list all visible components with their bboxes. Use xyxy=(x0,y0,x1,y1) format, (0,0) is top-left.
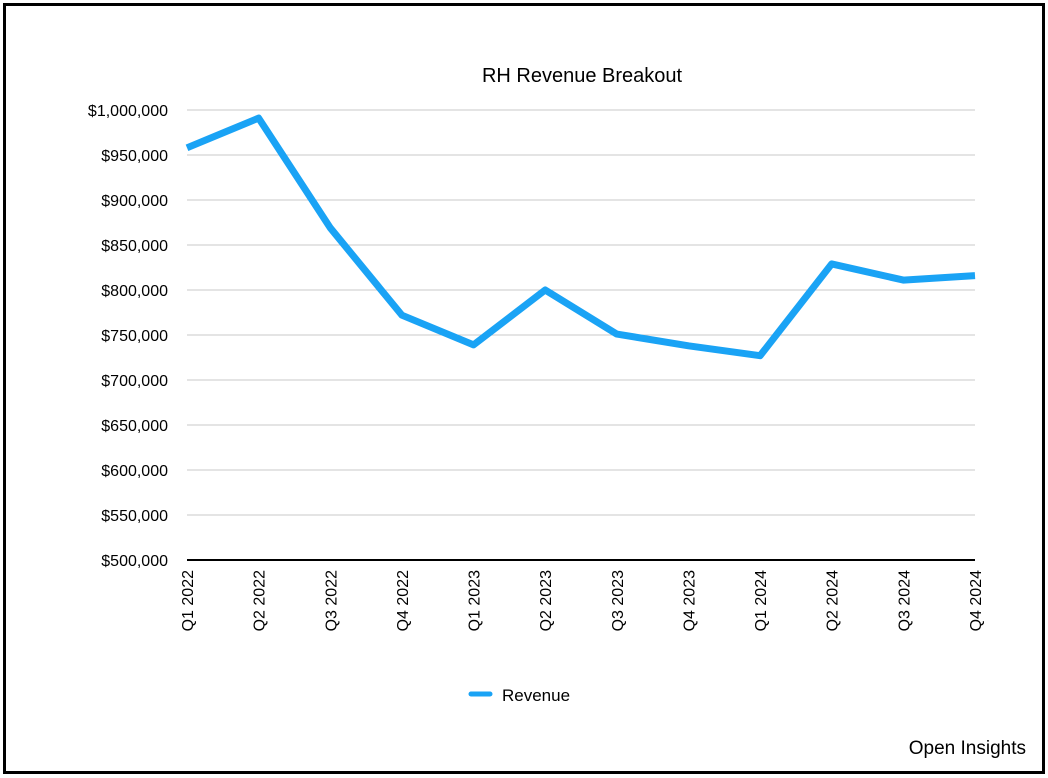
legend-label-revenue: Revenue xyxy=(502,686,570,705)
y-tick-label: $950,000 xyxy=(101,148,168,165)
x-tick-label: Q3 2022 xyxy=(323,570,340,631)
y-tick-label: $750,000 xyxy=(101,328,168,345)
chart-frame xyxy=(3,3,1045,774)
x-tick-label: Q1 2023 xyxy=(467,570,484,631)
x-tick-label: Q1 2022 xyxy=(180,570,197,631)
chart-title: RH Revenue Breakout xyxy=(482,65,683,87)
x-tick-label: Q4 2022 xyxy=(395,570,412,631)
x-tick-label: Q3 2024 xyxy=(896,570,913,631)
legend: Revenue xyxy=(468,686,570,705)
x-tick-label: Q2 2023 xyxy=(538,570,555,631)
x-tick-label: Q2 2022 xyxy=(252,570,269,631)
x-tick-label: Q4 2024 xyxy=(968,570,985,631)
x-tick-label: Q2 2024 xyxy=(825,570,842,631)
y-tick-label: $700,000 xyxy=(101,373,168,390)
y-tick-label: $550,000 xyxy=(101,508,168,525)
series-layer xyxy=(185,114,976,360)
footer-brand: Open Insights xyxy=(908,738,1026,759)
x-tick-label: Q1 2024 xyxy=(753,570,770,631)
y-tick-label: $850,000 xyxy=(101,238,168,255)
y-tick-label: $900,000 xyxy=(101,193,168,210)
y-tick-label: $500,000 xyxy=(101,553,168,570)
y-tick-label: $800,000 xyxy=(101,283,168,300)
y-tick-label: $650,000 xyxy=(101,418,168,435)
y-tick-label: $1,000,000 xyxy=(88,103,168,120)
x-tick-label: Q3 2023 xyxy=(610,570,627,631)
x-axis-ticks: Q1 2022 Q2 2022 Q3 2022 Q4 2022 Q1 2023 Q2 20… xyxy=(180,570,985,631)
y-tick-label: $600,000 xyxy=(101,463,168,480)
series-line-revenue xyxy=(185,114,976,360)
gridlines xyxy=(187,109,975,516)
x-tick-label: Q4 2023 xyxy=(681,570,698,631)
y-axis-ticks: $500,000 $550,000 $600,000 $650,000 $700,000… xyxy=(88,103,168,570)
